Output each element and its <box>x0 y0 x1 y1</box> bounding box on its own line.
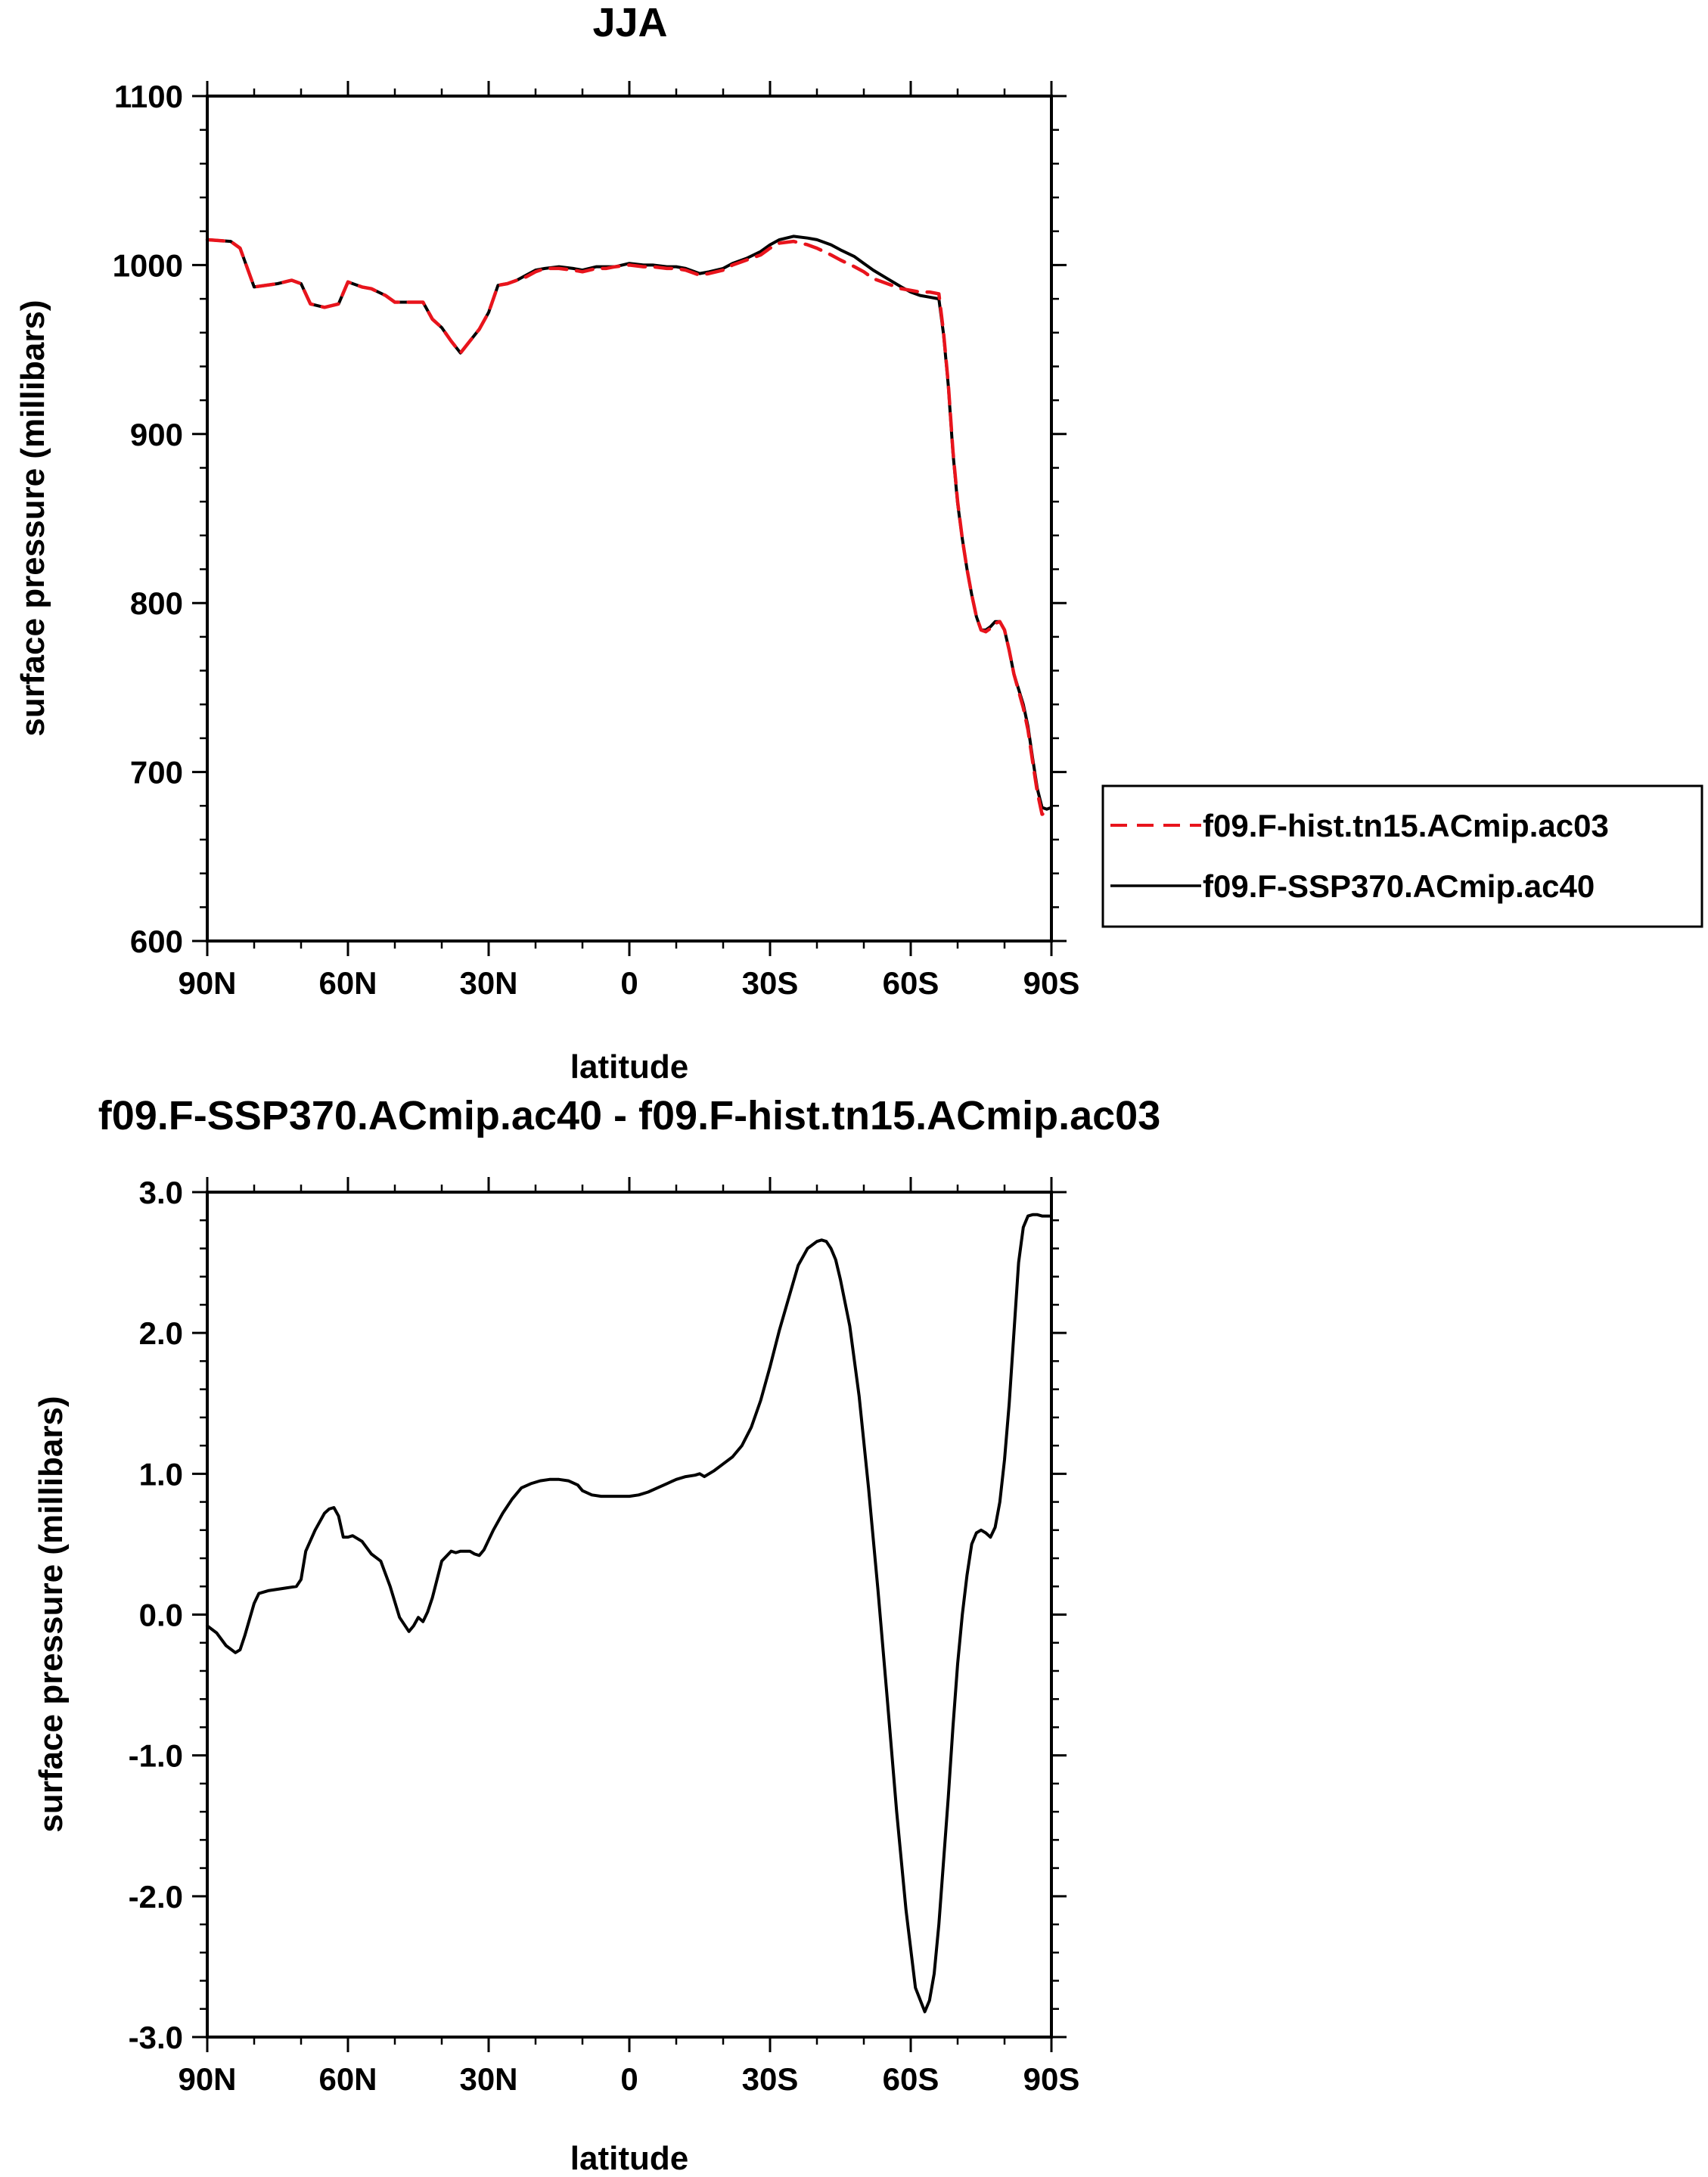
legend-label-ssp370: f09.F-SSP370.ACmip.ac40 <box>1203 868 1595 904</box>
y-tick-label: -2.0 <box>129 1879 183 1915</box>
series-line-hist <box>205 238 1054 816</box>
bottom-axis-tick-labels: 90N 60N 30N 0 30S 60S 90S 3.0 2.0 1.0 0.0 -1.0 -2.0 -… <box>129 1175 1080 2097</box>
y-tick-label: 3.0 <box>139 1175 183 1210</box>
legend-label-hist: f09.F-hist.tn15.ACmip.ac03 <box>1203 808 1609 843</box>
x-tick-label: 30N <box>459 965 517 1001</box>
x-tick-label: 90S <box>1023 2061 1080 2097</box>
legend-box <box>1101 784 1703 928</box>
y-tick-label: -3.0 <box>129 2020 183 2055</box>
x-tick-label: 90S <box>1023 965 1080 1001</box>
y-tick-label: 2.0 <box>139 1315 183 1351</box>
top-x-axis-label: latitude <box>570 1048 688 1085</box>
bottom-panel: f09.F-SSP370.ACmip.ac40 - f09.F-hist.tn1… <box>33 1093 1160 2177</box>
top-axis-ticks <box>192 81 1067 956</box>
x-tick-label: 30S <box>742 965 799 1001</box>
y-tick-label: 900 <box>130 417 183 452</box>
legend: f09.F-hist.tn15.ACmip.ac03 f09.F-SSP370.… <box>1101 784 1703 928</box>
x-tick-label: 30N <box>459 2061 517 2097</box>
series-line-ssp370 <box>206 234 1053 811</box>
x-tick-label: 90N <box>178 2061 236 2097</box>
bottom-axis-ticks <box>192 1177 1067 2052</box>
y-tick-label: 600 <box>130 924 183 959</box>
y-tick-label: 700 <box>130 755 183 790</box>
x-tick-label: 60N <box>318 965 377 1001</box>
x-tick-label: 60S <box>883 2061 939 2097</box>
x-tick-label: 60N <box>318 2061 377 2097</box>
y-tick-label: 1.0 <box>139 1456 183 1492</box>
x-tick-label: 0 <box>620 965 638 1001</box>
series-line-difference <box>206 1213 1053 2014</box>
y-tick-label: 1000 <box>113 247 183 283</box>
top-panel: JJA 90N 60N 30N 0 30S 60S 90S 1100 1000 900 800 700… <box>14 0 1703 1085</box>
bottom-x-axis-label: latitude <box>570 2140 688 2177</box>
y-tick-label: 1100 <box>114 79 183 114</box>
bottom-chart-title: f09.F-SSP370.ACmip.ac40 - f09.F-hist.tn1… <box>98 1093 1160 1138</box>
bottom-y-axis-label: surface pressure (millibars) <box>33 1396 70 1832</box>
x-tick-label: 90N <box>178 965 236 1001</box>
top-chart-title: JJA <box>592 0 667 45</box>
x-tick-label: 30S <box>742 2061 799 2097</box>
bottom-series-lines <box>206 1213 1053 2014</box>
x-tick-label: 0 <box>620 2061 638 2097</box>
top-y-axis-label: surface pressure (millibars) <box>14 300 51 736</box>
bottom-plot-frame <box>206 1191 1053 2039</box>
x-tick-label: 60S <box>883 965 939 1001</box>
top-series-lines <box>205 234 1054 816</box>
top-axis-tick-labels: 90N 60N 30N 0 30S 60S 90S 1100 1000 900 800 700 600 <box>113 79 1080 1001</box>
top-plot-frame <box>206 95 1053 943</box>
y-tick-label: 800 <box>130 585 183 621</box>
y-tick-label: -1.0 <box>129 1738 183 1774</box>
y-tick-label: 0.0 <box>139 1598 183 1633</box>
